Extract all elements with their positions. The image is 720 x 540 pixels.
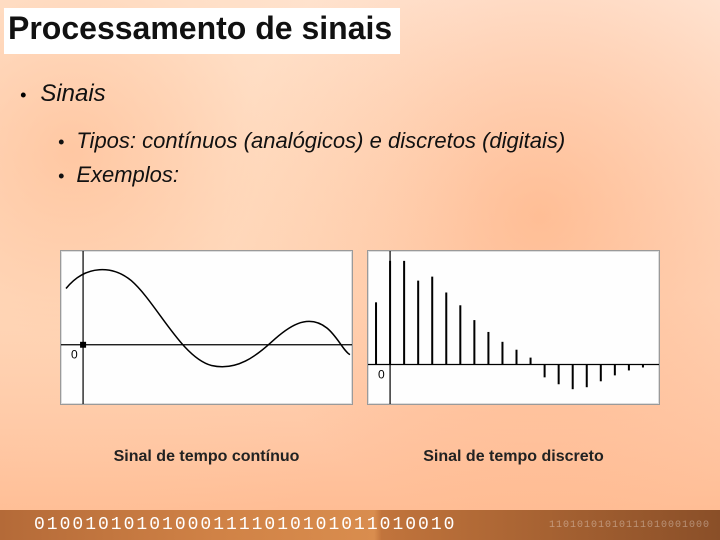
slide-title: Processamento de sinais <box>4 8 400 54</box>
bullet-dot-icon: • <box>58 162 64 190</box>
footer-binary-dim: 11010101010111010001000 <box>549 520 710 531</box>
continuous-signal-plot: 0 <box>60 250 353 405</box>
discrete-signal-plot: 0 <box>367 250 660 405</box>
figure-discrete-caption: Sinal de tempo discreto <box>367 448 660 466</box>
bullet-level2-item: • Tipos: contínuos (analógicos) e discre… <box>58 128 700 156</box>
figure-continuous-caption: Sinal de tempo contínuo <box>60 448 353 466</box>
slide-title-text: Processamento de sinais <box>8 10 392 46</box>
figures-row: 0 Sinal de tempo contínuo 0 Sinal de tem… <box>60 250 660 466</box>
bullet-level1-text: Sinais <box>40 80 105 108</box>
footer-bar: 010010101010001111010101011010010 110101… <box>0 510 720 540</box>
bullet-level2-text: Tipos: contínuos (analógicos) e discreto… <box>76 128 565 156</box>
bullet-list: • Sinais • Tipos: contínuos (analógicos)… <box>20 80 700 196</box>
bullet-dot-icon: • <box>20 80 26 110</box>
figure-continuous: 0 Sinal de tempo contínuo <box>60 250 353 466</box>
bullet-dot-icon: • <box>58 128 64 156</box>
svg-text:0: 0 <box>378 367 385 381</box>
bullet-level2-text: Exemplos: <box>76 162 179 190</box>
bullet-level2-list: • Tipos: contínuos (analógicos) e discre… <box>58 128 700 190</box>
svg-text:0: 0 <box>71 348 78 362</box>
footer-binary-text: 010010101010001111010101011010010 <box>34 515 456 535</box>
bullet-level2-item: • Exemplos: <box>58 162 700 190</box>
bullet-level1: • Sinais <box>20 80 700 110</box>
figure-discrete: 0 Sinal de tempo discreto <box>367 250 660 466</box>
